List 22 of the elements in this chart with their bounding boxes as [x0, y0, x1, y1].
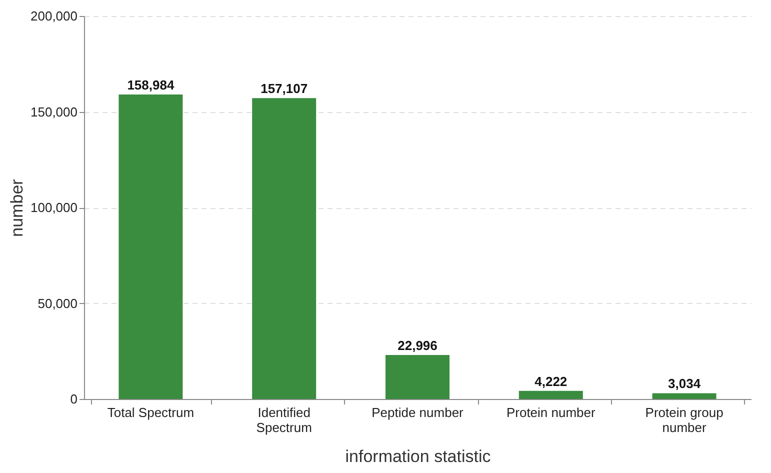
bar [252, 98, 316, 399]
y-axis-title: number [8, 178, 27, 237]
y-tick-label: 200,000 [30, 8, 78, 24]
x-tick-label: Identified Spectrum [256, 405, 312, 435]
x-axis-title: information statistic [345, 447, 492, 466]
x-tick-label: Total Spectrum [107, 405, 194, 420]
y-tick-label: 0 [70, 392, 78, 406]
data-label: 4,222 [534, 374, 568, 389]
bar [118, 94, 183, 399]
data-label: 3,034 [668, 376, 702, 392]
bar [518, 390, 583, 399]
bar [386, 354, 450, 399]
y-tick-label: 150,000 [30, 104, 78, 120]
bar [652, 393, 716, 399]
x-tick-label: Peptide number [372, 405, 464, 420]
data-label: 22,996 [398, 338, 438, 353]
x-tick-label: Protein number [506, 405, 596, 420]
data-label: 158,984 [127, 78, 175, 93]
x-tick-label: Protein group number [645, 405, 724, 435]
data-label: 157,107 [260, 81, 308, 96]
y-tick-label: 50,000 [38, 296, 78, 311]
y-tick-label: 100,000 [30, 200, 78, 215]
